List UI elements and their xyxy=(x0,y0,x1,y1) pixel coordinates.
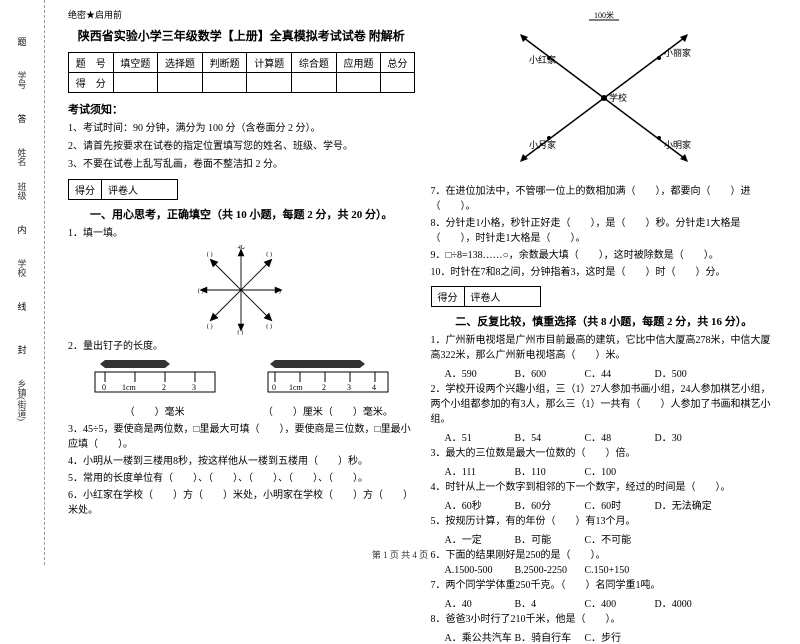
cell: 应用题 xyxy=(336,53,381,73)
svg-text:小月家: 小月家 xyxy=(529,139,556,150)
svg-text:2: 2 xyxy=(162,383,166,392)
question: 4．时针从上一个数字到相邻的下一个数字，经过的时间是（ ）。 xyxy=(431,480,778,495)
ruler-diagram: 0 1cm 2 3 4 （ ）厘米（ ）毫米。 xyxy=(263,358,393,418)
question: 2．学校开设两个兴趣小组，三（1）27人参加书画小组，24人参加棋艺小组，两个小… xyxy=(431,382,778,427)
notice-head: 考试须知： xyxy=(68,101,415,117)
notice-line: 2、请首先按要求在试卷的指定位置填写您的姓名、班级、学号。 xyxy=(68,139,415,155)
question: 10．时针在7和8之间，分钟指着3，这时是（ ）时（ ）分。 xyxy=(431,265,778,280)
svg-text:3: 3 xyxy=(347,383,351,392)
section-title: 二、反复比较，慎重选择（共 8 小题，每题 2 分，共 16 分）。 xyxy=(431,313,778,329)
svg-text:0: 0 xyxy=(272,383,276,392)
question: 4．小明从一楼到三楼用8秒，按这样他从一楼到五楼用（ ）秒。 xyxy=(68,454,415,469)
options: A．590B．600C．44D．500 xyxy=(431,365,778,380)
ruler-row: 0 1cm 2 3 （ ）毫米 0 1cm 2 3 4 （ ）厘米（ ）毫米。 xyxy=(68,358,415,418)
cell: 综合题 xyxy=(292,53,337,73)
svg-text:( ): ( ) xyxy=(198,288,204,295)
grader-label: 评卷人 xyxy=(102,180,144,199)
margin-label: 学校 xyxy=(16,259,29,277)
svg-text:( ): ( ) xyxy=(238,329,244,335)
svg-text:小丽家: 小丽家 xyxy=(664,47,691,58)
svg-text:( ): ( ) xyxy=(207,251,213,258)
options: A．乘公共汽车B．骑自行车C．步行 xyxy=(431,629,778,644)
svg-text:100米: 100米 xyxy=(594,10,614,20)
notice-line: 3、不要在试卷上乱写乱画，卷面不整洁扣 2 分。 xyxy=(68,157,415,173)
question: 9．□÷8=138……○，余数最大填（ ），这时被除数是（ ）。 xyxy=(431,248,778,263)
margin-char: 题 xyxy=(17,35,26,48)
margin-char: 内 xyxy=(17,223,26,236)
grader-label: 评卷人 xyxy=(465,287,507,306)
content-area: 绝密★启用前 陕西省实验小学三年级数学【上册】全真模拟考试试卷 附解析 题 号 … xyxy=(45,0,800,565)
question: 2．量出钉子的长度。 xyxy=(68,339,415,354)
margin-label: 姓名 xyxy=(16,148,29,166)
score-box: 得分 评卷人 xyxy=(68,179,178,200)
score-label: 得分 xyxy=(69,180,102,199)
map-diagram: 100米 小红家 小丽家 小月家 小明家 学校 xyxy=(494,8,714,178)
margin-label: 学号 xyxy=(16,71,29,89)
cell: 选择题 xyxy=(158,53,203,73)
svg-text:4: 4 xyxy=(372,383,376,392)
svg-text:1cm: 1cm xyxy=(122,383,137,392)
notice-line: 1、考试时间：90 分钟，满分为 100 分（含卷面分 2 分）。 xyxy=(68,121,415,137)
cell: 题 号 xyxy=(69,53,114,73)
binding-margin: 题 学号 答 姓名 班级 内 学校 线 封 乡镇(街道) xyxy=(0,0,45,565)
page-footer: 第 1 页 共 4 页 xyxy=(0,548,800,561)
right-column: 100米 小红家 小丽家 小月家 小明家 学校 7．在进位加法中，不管哪一位上的… xyxy=(423,8,786,560)
options: A．51B．54C．48D．30 xyxy=(431,429,778,444)
question: 5．常用的长度单位有（ ）、（ ）、（ ）、（ ）、（ ）。 xyxy=(68,471,415,486)
options: A．40B．4C．400D．4000 xyxy=(431,595,778,610)
svg-text:( ): ( ) xyxy=(266,251,272,258)
cell: 计算题 xyxy=(247,53,292,73)
cell: 得 分 xyxy=(69,73,114,93)
question: 7．在进位加法中，不管哪一位上的数相加满（ ），都要向（ ）进（ ）。 xyxy=(431,184,778,214)
question: 1．广州新电视塔是广州市目前最高的建筑，它比中信大厦高278米，中信大厦高322… xyxy=(431,333,778,363)
svg-text:0: 0 xyxy=(102,383,106,392)
question: 3．45÷5，要使商是两位数，□里最大可填（ ），要使商是三位数，□里最小应填（… xyxy=(68,422,415,452)
svg-text:小明家: 小明家 xyxy=(664,139,691,150)
score-box: 得分 评卷人 xyxy=(431,286,541,307)
margin-char: 答 xyxy=(17,112,26,125)
svg-text:3: 3 xyxy=(192,383,196,392)
options: A．111B．110C．100 xyxy=(431,463,778,478)
score-table: 题 号 填空题 选择题 判断题 计算题 综合题 应用题 总分 得 分 xyxy=(68,52,415,93)
question: 6．小红家在学校（ ）方（ ）米处，小明家在学校（ ）方（ ）米处。 xyxy=(68,488,415,518)
question: 8．分针走1小格，秒针正好走（ ），是（ ）秒。分针走1大格是（ ），时针走1大… xyxy=(431,216,778,246)
question: 3．最大的三位数是最大一位数的（ ）倍。 xyxy=(431,446,778,461)
ruler-answer: （ ）厘米（ ）毫米。 xyxy=(263,403,393,418)
svg-text:北: 北 xyxy=(238,245,245,251)
compass-diagram: 北 ( ) ( ) ( ) ( ) ( ) ( ) ( ) xyxy=(196,245,286,335)
margin-label: 乡镇(街道) xyxy=(16,379,29,421)
exam-page: 题 学号 答 姓名 班级 内 学校 线 封 乡镇(街道) 绝密★启用前 陕西省实… xyxy=(0,0,800,565)
question: 1．填一填。 xyxy=(68,226,415,241)
confidential-label: 绝密★启用前 xyxy=(68,8,415,21)
left-column: 绝密★启用前 陕西省实验小学三年级数学【上册】全真模拟考试试卷 附解析 题 号 … xyxy=(60,8,423,560)
ruler-answer: （ ）毫米 xyxy=(90,403,220,418)
question: 8．爸爸3小时行了210千米，他是（ ）。 xyxy=(431,612,778,627)
cell: 填空题 xyxy=(113,53,158,73)
options: A．60秒B．60分C．60时D．无法确定 xyxy=(431,497,778,512)
section-title: 一、用心思考，正确填空（共 10 小题，每题 2 分，共 20 分）。 xyxy=(68,206,415,222)
margin-label: 班级 xyxy=(16,182,29,200)
ruler-diagram: 0 1cm 2 3 （ ）毫米 xyxy=(90,358,220,418)
margin-char: 封 xyxy=(17,343,26,356)
svg-text:小红家: 小红家 xyxy=(529,54,556,65)
svg-text:1cm: 1cm xyxy=(289,383,304,392)
score-label: 得分 xyxy=(432,287,465,306)
margin-char: 线 xyxy=(17,300,26,313)
table-row: 得 分 xyxy=(69,73,415,93)
cell: 判断题 xyxy=(202,53,247,73)
options: A．一定B．可能C．不可能 xyxy=(431,531,778,546)
svg-text:学校: 学校 xyxy=(609,92,627,103)
svg-text:( ): ( ) xyxy=(275,288,281,295)
table-row: 题 号 填空题 选择题 判断题 计算题 综合题 应用题 总分 xyxy=(69,53,415,73)
exam-title: 陕西省实验小学三年级数学【上册】全真模拟考试试卷 附解析 xyxy=(68,27,415,44)
svg-text:( ): ( ) xyxy=(207,323,213,330)
svg-text:( ): ( ) xyxy=(266,323,272,330)
svg-text:2: 2 xyxy=(322,383,326,392)
cell: 总分 xyxy=(381,53,414,73)
question: 7．两个同学学体重250千克。（ ）名同学重1吨。 xyxy=(431,578,778,593)
options: A.1500-500B.2500-2250C.150+150 xyxy=(431,565,778,576)
question: 5．按规历计算，有的年份（ ）有13个月。 xyxy=(431,514,778,529)
